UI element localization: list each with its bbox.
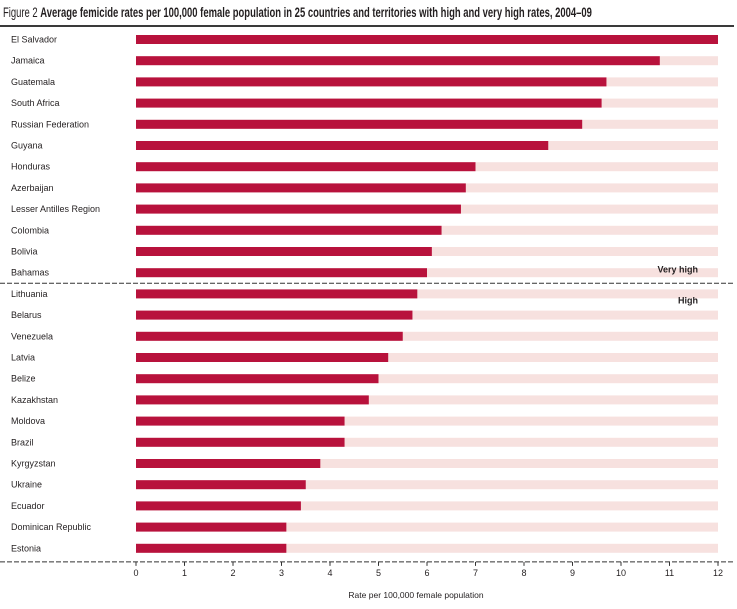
bar: [136, 416, 345, 426]
bar: [136, 247, 432, 256]
bar-track: [136, 395, 718, 405]
category-label: Honduras: [11, 162, 51, 172]
bar: [136, 543, 287, 553]
category-label: Guyana: [11, 141, 43, 151]
x-axis-title: Rate per 100,000 female population: [348, 590, 483, 600]
bar: [136, 522, 287, 532]
x-tick-label: 6: [424, 568, 429, 578]
category-label: Belarus: [11, 310, 42, 320]
bar-track: [136, 353, 718, 362]
x-tick-label: 12: [713, 568, 723, 578]
bar-track: [136, 459, 718, 468]
bar-track: [136, 289, 718, 299]
bar: [136, 395, 369, 405]
category-label: Russian Federation: [11, 119, 89, 129]
chart-title-text: Average femicide rates per 100,000 femal…: [40, 5, 592, 20]
x-tick-label: 10: [616, 568, 626, 578]
chart-title: Figure 2 Average femicide rates per 100,…: [3, 3, 592, 23]
bar-track: [136, 543, 718, 553]
bar: [136, 353, 389, 362]
x-tick-label: 0: [133, 568, 138, 578]
category-label: Kazakhstan: [11, 395, 58, 405]
bar: [136, 480, 306, 490]
x-tick-label: 2: [230, 568, 235, 578]
category-label: Venezuela: [11, 331, 53, 341]
bar: [136, 204, 461, 214]
category-label: Lithuania: [11, 289, 48, 299]
category-label: Estonia: [11, 543, 41, 553]
bar: [136, 501, 301, 511]
category-label: Ukraine: [11, 480, 42, 490]
x-tick-label: 9: [570, 568, 575, 578]
category-label: Belize: [11, 374, 36, 384]
category-label: Colombia: [11, 225, 49, 235]
bar-track: [136, 374, 718, 384]
group-label-very-high: Very high: [657, 264, 698, 274]
category-label: Latvia: [11, 353, 35, 363]
category-label: Lesser Antilles Region: [11, 204, 100, 214]
bar-track: [136, 331, 718, 341]
bar: [136, 459, 321, 468]
bar: [136, 162, 476, 172]
bar: [136, 56, 660, 66]
top-rule: [0, 25, 734, 27]
figure-label: Figure 2: [3, 5, 38, 20]
category-label: Dominican Republic: [11, 522, 92, 532]
x-tick-label: 1: [182, 568, 187, 578]
category-label: Kyrgyzstan: [11, 459, 56, 469]
category-label: Guatemala: [11, 77, 55, 87]
bar-track: [136, 437, 718, 447]
category-label: Moldova: [11, 416, 45, 426]
category-label: South Africa: [11, 98, 60, 108]
category-label: Azerbaijan: [11, 183, 54, 193]
category-label: Bahamas: [11, 268, 50, 278]
bar: [136, 331, 403, 341]
x-tick-label: 5: [376, 568, 381, 578]
bar: [136, 183, 466, 193]
bar: [136, 289, 418, 299]
bar: [136, 98, 602, 108]
group-label-high: High: [678, 295, 698, 305]
category-label: Bolivia: [11, 247, 38, 257]
bar-track: [136, 416, 718, 426]
bar: [136, 119, 583, 129]
bar-track: [136, 501, 718, 511]
x-tick-label: 3: [279, 568, 284, 578]
category-label: Jamaica: [11, 56, 45, 66]
bar: [136, 437, 345, 447]
bar: [136, 225, 442, 235]
category-label: Brazil: [11, 437, 34, 447]
bar: [136, 35, 718, 44]
bar: [136, 141, 549, 150]
x-tick-label: 8: [521, 568, 526, 578]
bar: [136, 77, 607, 87]
category-label: Ecuador: [11, 501, 45, 511]
x-tick-label: 11: [665, 568, 674, 578]
x-tick-label: 7: [473, 568, 478, 578]
category-label: El Salvador: [11, 35, 57, 45]
bar: [136, 374, 379, 384]
bar-track: [136, 480, 718, 490]
x-tick-label: 4: [327, 568, 332, 578]
bar-track: [136, 522, 718, 532]
bar-track: [136, 310, 718, 320]
bar: [136, 310, 413, 320]
bar: [136, 268, 427, 278]
